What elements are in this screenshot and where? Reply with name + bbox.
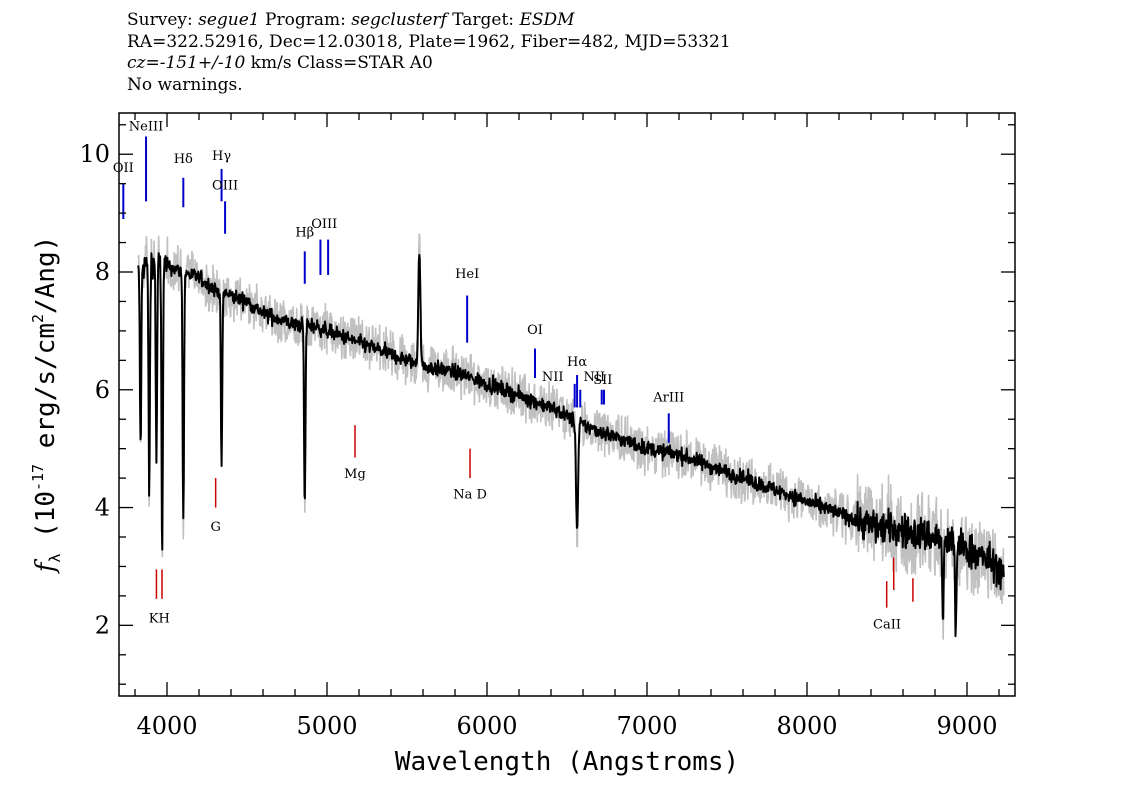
header-line-warnings: No warnings. [127,74,243,95]
emission-line-label: Hβ [295,226,314,241]
noise-spectrum [137,233,1005,640]
emission-line-label: Hα [567,355,587,370]
y-axis-exponent: -17 [29,464,47,491]
emission-line-label: HeI [455,267,479,282]
y-tick-label: 6 [95,376,110,404]
emission-line-label: OIII [311,217,337,232]
emission-line-label: NeIII [129,120,163,135]
emission-line-label: SII [593,373,612,388]
x-tick-label: 6000 [456,712,517,740]
target-value: ESDM [519,10,575,30]
program-label: Program: [265,10,346,30]
noise-layer [137,233,1005,640]
y-tick-label: 2 [95,611,110,639]
spectrum-header: Survey: segue1 Program: segclusterf Targ… [127,10,731,96]
y-axis-units-a: (10 [31,491,61,554]
x-tick-label: 7000 [616,712,677,740]
y-axis-symbol-sub: λ [46,554,64,563]
y-tick-labels: 2 4 6 8 10 [79,140,110,639]
emission-line-label: NII [542,370,564,385]
x-tick-label: 9000 [936,712,997,740]
y-tick-label: 8 [95,258,110,286]
emission-line-label: Hγ [212,149,231,164]
x-tick-labels: 4000 5000 6000 7000 8000 9000 [136,712,997,740]
y-axis-title: fλ (10-17 erg/s/cm2/Ang) [29,236,64,575]
y-tick-label: 4 [95,494,110,522]
x-axis-title: Wavelength (Angstroms) [395,747,739,777]
absorption-line-label: Mg [344,467,366,482]
y-axis-units-c: /Ang) [31,236,61,314]
absorption-line-label: Na D [453,488,487,503]
survey-label: Survey: [127,10,193,30]
y-axis-square: 2 [29,314,47,323]
emission-line-label: OI [527,323,543,338]
y-tick-label: 10 [79,140,110,168]
cz-rest: km/s Class=STAR A0 [250,53,433,73]
target-label: Target: [452,10,515,30]
emission-line-label: Hδ [174,152,193,167]
x-tick-label: 4000 [136,712,197,740]
axis-ticks-layer [119,113,1015,696]
program-value: segclusterf [351,10,447,30]
x-tick-label: 5000 [296,712,357,740]
emission-line-label: ArIII [652,391,684,406]
cz-value: cz=-151+/-10 [127,53,246,73]
emission-line-label: NII [583,370,605,385]
emission-line-label: OIII [212,179,238,194]
survey-value: segue1 [198,10,260,30]
x-tick-label: 8000 [776,712,837,740]
header-line-redshift: cz=-151+/-10 km/s Class=STAR A0 [127,53,731,75]
absorption-line-label: CaII [873,617,901,632]
plot-frame [118,112,1016,697]
flux-layer [137,252,1005,638]
header-line-coordinates: RA=322.52916, Dec=12.03018, Plate=1962, … [127,31,731,52]
absorption-line-label: G [210,520,220,535]
flux-spectrum [137,252,1005,638]
header-line-survey: Survey: segue1 Program: segclusterf Targ… [127,10,731,32]
y-axis-units-b: erg/s/cm [31,323,61,464]
emission-line-label: OII [113,161,134,176]
absorption-line-label: KH [149,611,170,626]
